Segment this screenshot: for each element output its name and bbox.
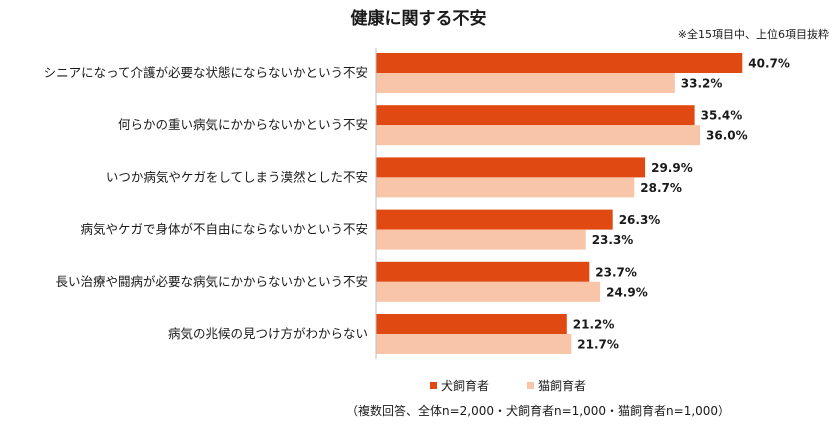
- bar-dog: [376, 53, 743, 73]
- bar-cat: [376, 229, 586, 250]
- chart-note: ※全15項目中、上位6項目抜粋: [677, 28, 829, 41]
- value-label: 28.7%: [640, 181, 682, 195]
- value-label: 29.9%: [651, 161, 693, 175]
- value-label: 40.7%: [748, 57, 790, 71]
- value-label: 21.7%: [577, 338, 619, 352]
- bar-cat: [376, 334, 572, 354]
- bar-dog: [376, 209, 613, 230]
- category-label: いつか病気やケガをしてしまう漠然とした不安: [106, 169, 368, 184]
- legend-item-dog: 犬飼育者: [430, 377, 489, 394]
- value-label: 35.4%: [701, 109, 743, 123]
- value-label: 33.2%: [681, 77, 723, 91]
- category-label: シニアになって介護が必要な状態にならないかという不安: [44, 65, 368, 80]
- category-label: 長い治療や闘病が必要な病気にかからないかという不安: [55, 274, 368, 289]
- bar-chart: シニアになって介護が必要な状態にならないかという不安 40.7% 33.2% 何らかの…: [44, 48, 790, 359]
- value-label: 24.9%: [606, 285, 648, 299]
- value-label: 21.2%: [573, 318, 615, 332]
- value-label: 23.3%: [592, 233, 634, 247]
- category-label: 病気の兆候の見つけ方がわからない: [168, 326, 368, 341]
- category-label: 病気やケガで身体が不自由にならないかという不安: [80, 222, 368, 237]
- legend-swatch-dog: [430, 382, 437, 389]
- category-label: 何らかの重い病気にかからないかという不安: [118, 117, 368, 132]
- bar-dog: [376, 314, 567, 334]
- value-label: 36.0%: [706, 129, 748, 143]
- bar-dog: [376, 261, 590, 282]
- legend: 犬飼育者 猫飼育者: [430, 377, 586, 394]
- bar-dog: [376, 105, 695, 126]
- value-label: 26.3%: [619, 213, 661, 227]
- legend-item-cat: 猫飼育者: [527, 377, 586, 394]
- legend-label-cat: 猫飼育者: [538, 379, 587, 393]
- legend-label-dog: 犬飼育者: [441, 379, 490, 393]
- bar-cat: [376, 73, 675, 93]
- value-label: 23.7%: [595, 265, 637, 279]
- bar-cat: [376, 281, 601, 302]
- chart-title: 健康に関する不安: [350, 9, 487, 29]
- footnote: （複数回答、全体n=2,000・犬飼育者n=1,000・猫飼育者n=1,000）: [346, 404, 731, 418]
- bar-cat: [376, 177, 635, 198]
- bar-cat: [376, 125, 700, 146]
- bar-dog: [376, 157, 646, 178]
- legend-swatch-cat: [527, 382, 535, 389]
